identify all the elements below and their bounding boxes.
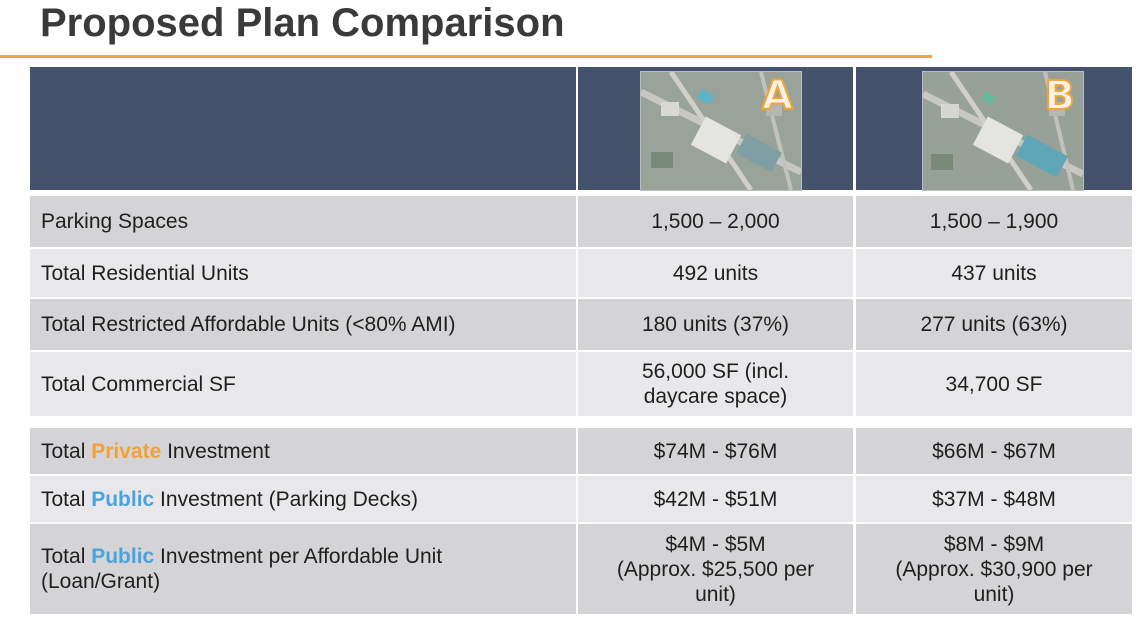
row-b-parking: 1,500 – 1,900 <box>856 196 1132 247</box>
table-header-plan-a: A <box>578 67 853 191</box>
label-suffix: Investment (Parking Decks) <box>154 487 418 511</box>
row-a-affordable: 180 units (37%) <box>578 299 853 350</box>
row-a-public-investment: $42M - $51M <box>578 476 853 522</box>
label-prefix: Total <box>41 545 92 568</box>
table-header-blank <box>30 67 576 190</box>
row-b-affordable: 277 units (63%) <box>856 299 1132 350</box>
row-label-residential: Total Residential Units <box>30 249 576 297</box>
row-a-private-investment: $74M - $76M <box>578 428 853 474</box>
row-b-private-investment: $66M - $67M <box>856 428 1132 474</box>
row-a-commercial: 56,000 SF (incl. daycare space) <box>578 352 853 416</box>
plan-a-site-map: A <box>640 71 802 191</box>
label-suffix: Investment <box>161 439 270 463</box>
row-label-public-per-unit: Total Public Investment per Affordable U… <box>30 524 576 614</box>
row-a-public-per-unit-range: $4M - $5M <box>665 532 766 556</box>
label-prefix: Total <box>41 439 92 463</box>
label-prefix: Total <box>41 487 92 511</box>
table-header-plan-b: B <box>856 67 1132 191</box>
row-a-parking: 1,500 – 2,000 <box>578 196 853 247</box>
row-b-public-per-unit-range: $8M - $9M <box>943 532 1045 556</box>
plan-b-site-map: B <box>922 71 1084 191</box>
row-label-public-investment: Total Public Investment (Parking Decks) <box>30 476 576 522</box>
row-label-commercial: Total Commercial SF <box>30 352 576 416</box>
title-underline <box>0 55 932 58</box>
row-label-affordable: Total Restricted Affordable Units (<80% … <box>30 299 576 350</box>
row-label-private-investment: Total Private Investment <box>30 428 576 474</box>
row-label-parking: Parking Spaces <box>30 196 576 247</box>
row-b-public-investment: $37M - $48M <box>856 476 1132 522</box>
row-a-residential: 492 units <box>578 249 853 297</box>
plan-b-letter: B <box>1044 73 1076 119</box>
row-b-commercial: 34,700 SF <box>856 352 1132 416</box>
label-suffix: Investment per Affordable Unit (Loan/Gra… <box>41 545 449 593</box>
row-a-public-per-unit: $4M - $5M (Approx. $25,500 per unit) <box>578 524 853 614</box>
label-highlight-public: Public <box>91 545 155 568</box>
plan-a-letter: A <box>761 73 794 119</box>
row-b-residential: 437 units <box>856 249 1132 297</box>
row-a-public-per-unit-approx: (Approx. $25,500 per unit) <box>616 557 815 606</box>
row-b-public-per-unit: $8M - $9M (Approx. $30,900 per unit) <box>856 524 1132 614</box>
page-title: Proposed Plan Comparison <box>40 1 565 45</box>
row-b-public-per-unit-approx: (Approx. $30,900 per unit) <box>895 557 1093 606</box>
label-highlight-private: Private <box>91 439 162 463</box>
label-highlight-public: Public <box>91 487 155 511</box>
